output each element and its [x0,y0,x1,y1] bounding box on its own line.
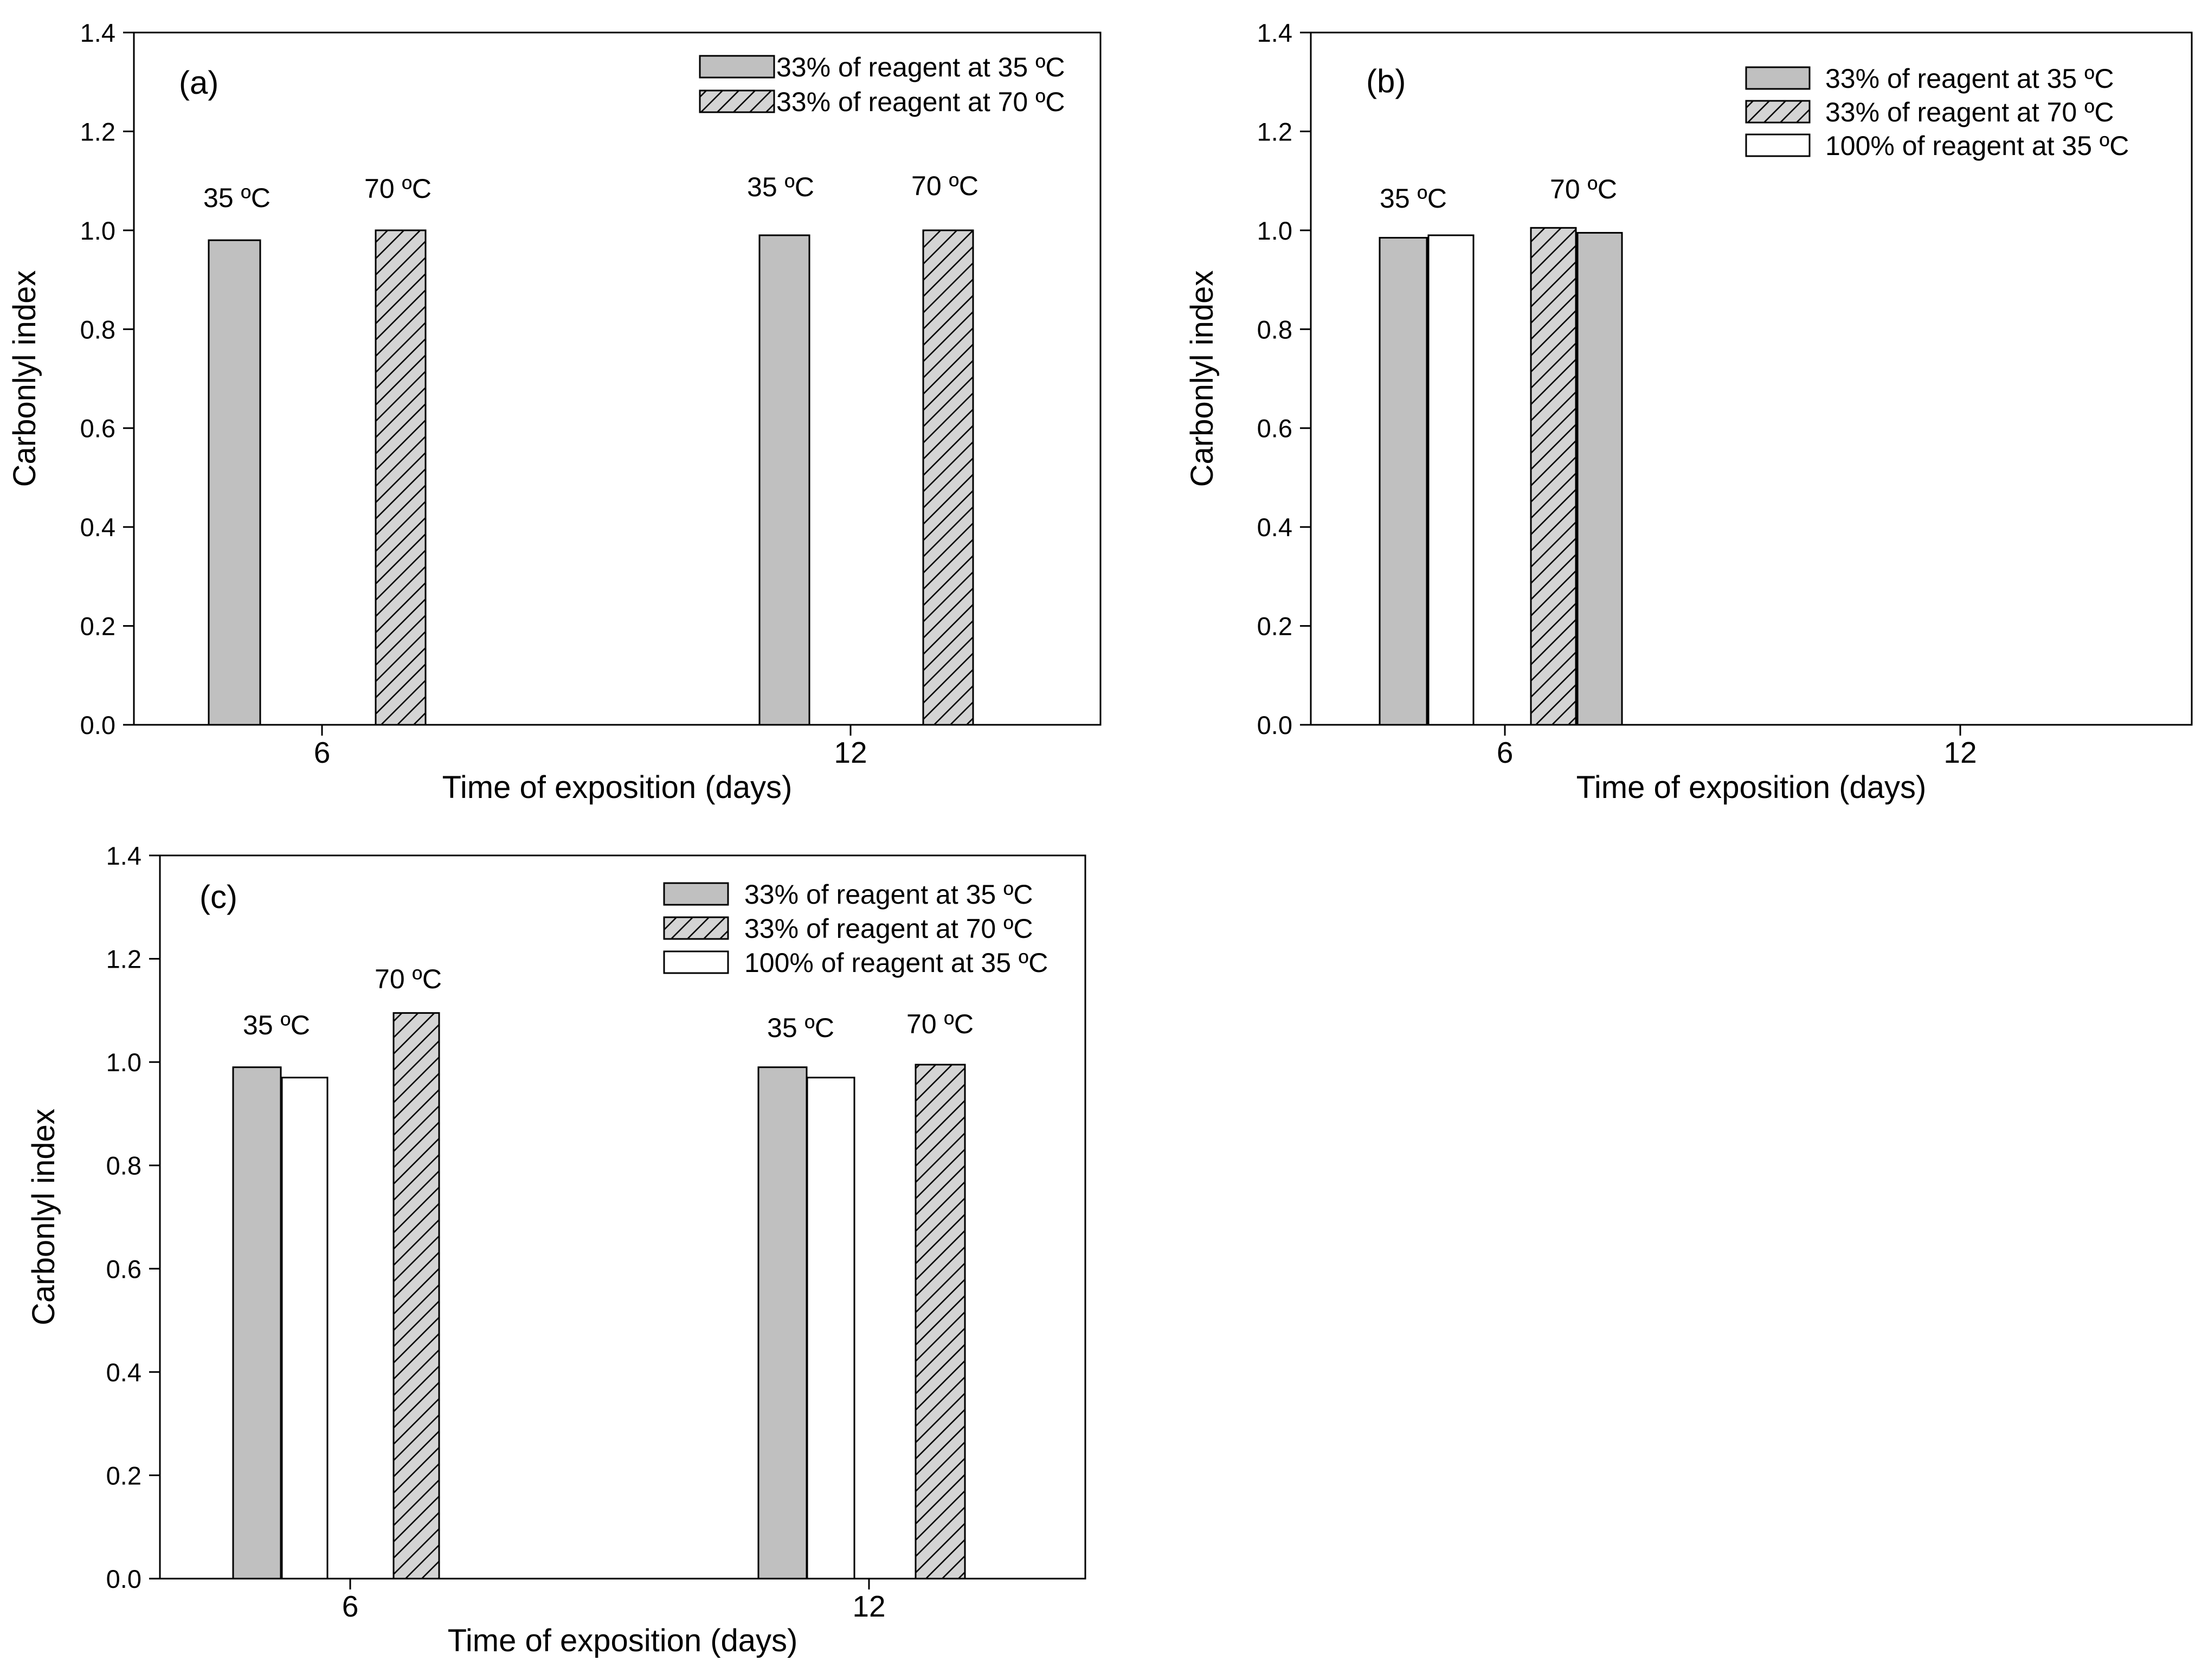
x-axis-label: Time of exposition (days) [448,1623,798,1658]
y-tick-label: 0.0 [80,711,115,739]
y-axis-label: Carbonlyl index [26,1109,61,1325]
bar [232,1066,282,1580]
y-tick-label: 1.0 [106,1048,141,1077]
bar-annotation: 35 ºC [747,172,814,202]
y-tick-label: 0.4 [106,1358,141,1387]
legend-swatch [1745,66,1811,90]
bar-annotation: 35 ºC [767,1013,834,1043]
plot-frame [1310,31,2193,726]
bar [806,1077,855,1580]
y-tick-label: 0.8 [106,1151,141,1180]
x-tick-label: 12 [834,736,867,769]
legend-label: 100% of reagent at 35 ºC [744,948,1048,978]
legend-swatch [699,55,775,79]
y-tick-label: 0.4 [80,513,115,542]
y-tick-label: 1.0 [80,216,115,245]
bar-annotation: 35 ºC [203,183,271,213]
plot-frame [159,854,1086,1580]
plot-frame [133,31,1102,726]
y-tick-label: 1.4 [106,841,141,870]
y-tick-label: 1.2 [80,117,115,146]
legend-swatch [663,950,729,974]
y-tick-label: 0.8 [80,315,115,344]
bar [1379,237,1428,726]
y-tick-label: 1.4 [80,18,115,47]
panel-label: (b) [1366,63,1406,99]
y-tick-label: 0.8 [1257,315,1292,344]
x-tick-label: 6 [1497,736,1514,769]
legend-label: 100% of reagent at 35 ºC [1825,131,2129,161]
bar-annotation: 35 ºC [243,1010,310,1040]
bar [1427,234,1475,726]
bar [922,229,974,726]
bar [758,234,810,726]
y-tick-label: 1.2 [106,945,141,974]
legend-label: 33% of reagent at 35 ºC [744,879,1033,910]
x-axis-label: Time of exposition (days) [442,770,793,805]
x-axis-label: Time of exposition (days) [1576,770,1927,805]
y-tick-label: 0.6 [80,414,115,443]
bar [1530,227,1577,726]
legend-label: 33% of reagent at 70 ºC [776,87,1065,117]
bar [375,229,427,726]
bar [392,1012,440,1580]
x-tick-label: 12 [1943,736,1977,769]
y-tick-label: 0.2 [1257,612,1292,641]
legend-swatch [1745,100,1811,124]
y-axis-label: Carbonlyl index [1185,271,1220,487]
y-tick-label: 0.0 [1257,711,1292,739]
x-tick-label: 12 [852,1589,885,1623]
legend-swatch [1745,133,1811,157]
legend-label: 33% of reagent at 35 ºC [1825,63,2114,94]
chart-panel-a: 0.0 0.2 0.4 0.6 0.8 1.0 1.2 1.4 6 12 Time of expos… [7,18,1102,805]
y-axis-label: Carbonlyl index [7,271,42,487]
bar-annotation: 70 ºC [375,964,442,994]
legend-label: 33% of reagent at 70 ºC [1825,97,2114,127]
y-tick-label: 0.6 [1257,414,1292,443]
chart-panel-c: 0.0 0.2 0.4 0.6 0.8 1.0 1.2 1.4 6 12 Time of expos… [26,841,1086,1658]
x-tick-label: 6 [314,736,331,769]
legend-label: 33% of reagent at 35 ºC [776,52,1065,82]
y-tick-label: 0.2 [106,1461,141,1490]
legend: 33% of reagent at 35 ºC 33% of reagent at… [699,52,1065,117]
y-tick-label: 0.0 [106,1565,141,1593]
bar-annotation: 70 ºC [911,171,979,201]
bar [915,1064,966,1580]
legend-swatch [663,916,729,940]
legend-label: 33% of reagent at 70 ºC [744,913,1033,944]
bar [208,239,261,726]
y-tick-label: 0.2 [80,612,115,641]
chart-panels: 0.0 0.2 0.4 0.6 0.8 1.0 1.2 1.4 6 12 Time of expos… [7,18,2193,1658]
y-tick-label: 1.0 [1257,216,1292,245]
y-tick-label: 0.4 [1257,513,1292,542]
bar [281,1077,329,1580]
panel-label: (a) [179,65,218,101]
y-tick-label: 1.2 [1257,117,1292,146]
bar [757,1066,808,1580]
bar-annotation: 35 ºC [1380,183,1447,214]
legend-swatch [663,882,729,906]
chart-panel-b: 0.0 0.2 0.4 0.6 0.8 1.0 1.2 1.4 6 12 Time of expos… [1185,18,2193,805]
panel-label: (c) [199,879,237,915]
y-tick-label: 0.6 [106,1254,141,1283]
legend-swatch [699,89,775,113]
x-tick-label: 6 [342,1589,359,1623]
y-tick-label: 1.4 [1257,18,1292,47]
bar-annotation: 70 ºC [1550,174,1617,204]
bar [1576,231,1623,726]
bar-annotation: 70 ºC [906,1009,974,1039]
bar-annotation: 70 ºC [364,173,432,204]
